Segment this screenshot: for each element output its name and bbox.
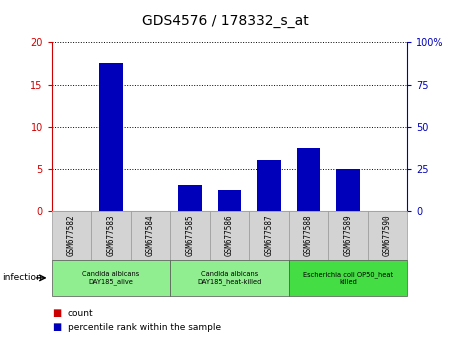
Text: GSM677588: GSM677588 [304, 215, 313, 256]
Text: GSM677589: GSM677589 [343, 215, 352, 256]
Text: ■: ■ [52, 308, 61, 318]
Bar [91, 211, 131, 260]
Bar [257, 160, 281, 211]
Bar [99, 63, 123, 211]
Bar [328, 211, 368, 260]
Text: percentile rank within the sample: percentile rank within the sample [68, 323, 220, 332]
Text: Candida albicans
DAY185_heat-killed: Candida albicans DAY185_heat-killed [197, 271, 262, 285]
Bar [170, 260, 289, 296]
Bar [257, 177, 281, 211]
Text: GSM677583: GSM677583 [107, 215, 116, 256]
Text: infection: infection [2, 273, 42, 282]
Bar [99, 76, 123, 211]
Bar [131, 211, 170, 260]
Text: GDS4576 / 178332_s_at: GDS4576 / 178332_s_at [142, 14, 308, 28]
Bar [52, 211, 91, 260]
Bar [249, 211, 289, 260]
Bar [210, 211, 249, 260]
Text: GSM677584: GSM677584 [146, 215, 155, 256]
Bar [297, 160, 320, 211]
Bar [170, 211, 210, 260]
Text: GSM677590: GSM677590 [383, 215, 392, 256]
Bar [52, 260, 170, 296]
Text: GSM677587: GSM677587 [265, 215, 274, 256]
Text: GSM677582: GSM677582 [67, 215, 76, 256]
Bar [297, 148, 320, 211]
Text: ■: ■ [52, 322, 61, 332]
Text: count: count [68, 309, 93, 318]
Bar [218, 190, 241, 211]
Bar [178, 185, 202, 211]
Text: GSM677586: GSM677586 [225, 215, 234, 256]
Text: GSM677585: GSM677585 [185, 215, 194, 256]
Text: Escherichia coli OP50_heat
killed: Escherichia coli OP50_heat killed [303, 271, 393, 285]
Bar [178, 194, 202, 211]
Bar [368, 211, 407, 260]
Bar [336, 169, 360, 211]
Bar [289, 260, 407, 296]
Text: Candida albicans
DAY185_alive: Candida albicans DAY185_alive [82, 271, 140, 285]
Bar [336, 169, 360, 211]
Bar [289, 211, 328, 260]
Bar [218, 198, 241, 211]
